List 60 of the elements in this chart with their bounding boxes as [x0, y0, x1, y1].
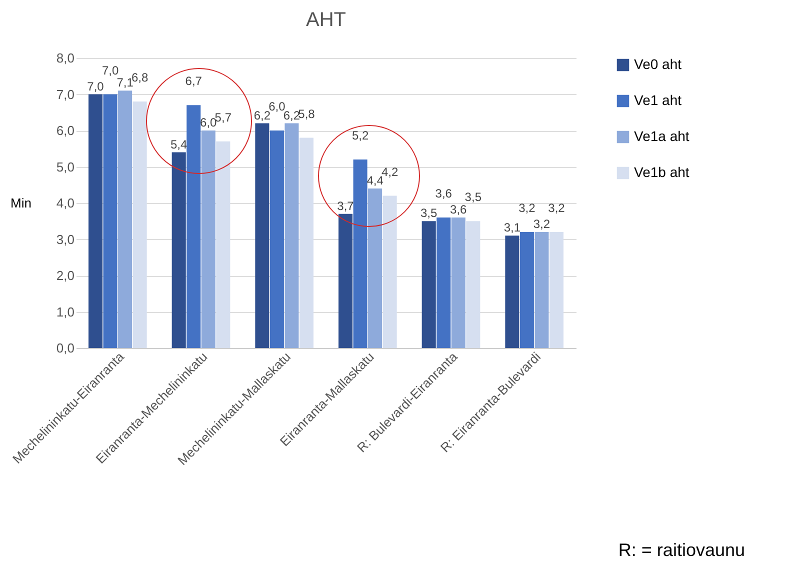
bar	[172, 152, 186, 348]
legend-label: Ve1b aht	[634, 164, 690, 180]
data-label: 3,2	[548, 201, 566, 215]
data-label: 6,7	[185, 74, 202, 88]
bar	[270, 130, 284, 348]
y-tick-label: 7,0	[56, 86, 74, 102]
data-label: 3,6	[450, 202, 468, 216]
bar	[103, 94, 118, 348]
bar	[505, 236, 520, 348]
bar	[382, 196, 397, 348]
y-axis-title: Min	[10, 196, 32, 210]
data-label: 6,8	[131, 70, 148, 84]
data-label: 7,0	[102, 63, 119, 78]
bar	[534, 232, 549, 348]
y-tick-label: 6,0	[56, 123, 74, 138]
data-label: 3,5	[464, 190, 482, 204]
data-label: 3,7	[337, 198, 354, 213]
bar	[549, 232, 564, 348]
bar	[436, 218, 451, 348]
bar	[368, 188, 382, 348]
bar	[353, 160, 368, 348]
legend-label: Ve1a aht	[634, 128, 690, 144]
bar	[520, 232, 534, 348]
bar	[201, 130, 216, 348]
data-label: 5,7	[214, 110, 232, 124]
chart-title: AHT	[306, 9, 346, 31]
data-label: 7,0	[87, 79, 104, 94]
data-label: 5,2	[352, 128, 369, 142]
bar	[338, 214, 353, 348]
bar	[216, 141, 230, 348]
bar	[118, 90, 132, 348]
bar	[299, 138, 314, 348]
data-label: 6,2	[283, 108, 300, 122]
legend-label: Ve1 aht	[634, 92, 682, 108]
data-label: 4,2	[381, 164, 398, 179]
data-label: 3,2	[518, 201, 536, 215]
bar	[88, 94, 103, 348]
y-tick-label: 5,0	[56, 159, 74, 174]
y-tick-label: 1,0	[56, 304, 74, 320]
y-tick-label: 3,0	[56, 232, 74, 247]
bar	[422, 221, 436, 348]
data-label: 3,5	[420, 206, 438, 220]
y-tick-label: 2,0	[56, 268, 74, 283]
data-label: 3,2	[533, 217, 550, 231]
data-label: 6,0	[268, 100, 286, 114]
data-label: 5,8	[298, 106, 316, 121]
bar	[284, 123, 299, 348]
data-label: 6,2	[254, 108, 271, 122]
bar	[186, 105, 201, 348]
bar	[132, 102, 147, 348]
y-tick-label: 0,0	[56, 340, 74, 356]
bar	[255, 123, 270, 348]
bar	[451, 218, 466, 348]
data-label: 3,6	[435, 186, 452, 200]
bar	[466, 221, 480, 348]
y-tick-label: 4,0	[56, 196, 74, 210]
legend-label: Ve0 aht	[634, 56, 682, 72]
y-tick-label: 8,0	[56, 50, 74, 66]
text: R: = raitiovaunu	[618, 540, 745, 561]
data-label: 3,1	[504, 220, 521, 235]
